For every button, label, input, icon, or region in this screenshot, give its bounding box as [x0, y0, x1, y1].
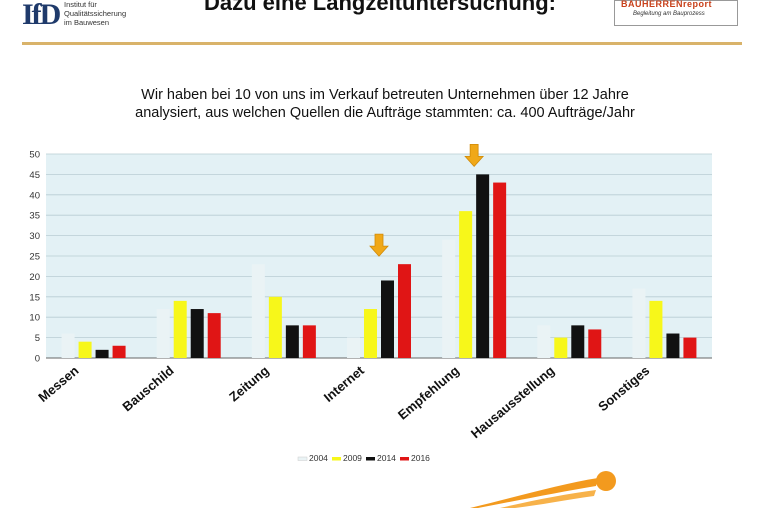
bar: [537, 325, 551, 358]
bar: [268, 296, 282, 358]
bar: [571, 325, 585, 358]
y-tick-label: 35: [29, 211, 40, 222]
y-tick-label: 0: [35, 354, 40, 365]
bar: [302, 325, 316, 358]
bar: [683, 337, 697, 358]
institute-logo: IfD Institut für Qualitätssicherung im B…: [22, 0, 142, 36]
legend-label: 2009: [343, 453, 362, 463]
legend-swatch: [366, 457, 375, 461]
chart-subtitle: Wir haben bei 10 von uns im Verkauf betr…: [135, 87, 635, 121]
legend-swatch: [400, 457, 409, 461]
y-tick-label: 50: [29, 150, 40, 161]
x-tick-label: Bauschild: [119, 363, 176, 414]
bar: [632, 288, 646, 358]
y-tick-label: 10: [29, 313, 40, 324]
legend-swatch: [297, 456, 308, 461]
legend-swatch: [332, 457, 341, 461]
page-title: Dazu eine Langzeituntersuchung:: [203, 0, 557, 15]
bar: [285, 325, 299, 358]
swoosh-stroke: [500, 490, 596, 508]
down-arrow-icon: [369, 233, 389, 257]
bar: [190, 309, 204, 358]
y-tick-label: 40: [29, 190, 40, 201]
logo-mark: IfD: [22, 0, 61, 31]
bar: [459, 211, 473, 358]
bar: [649, 300, 663, 358]
legend-label: 2014: [377, 453, 396, 463]
bar: [588, 329, 602, 358]
bar: [173, 300, 187, 358]
bar: [61, 333, 75, 358]
bar: [207, 313, 221, 358]
x-tick-label: Messen: [35, 363, 81, 405]
x-tick-label: Zeitung: [226, 363, 272, 405]
bar: [666, 333, 680, 358]
swoosh-logo: [470, 471, 616, 508]
y-tick-label: 25: [29, 252, 40, 263]
y-tick-label: 5: [35, 333, 40, 344]
swoosh-dot: [596, 471, 616, 491]
y-tick-label: 45: [29, 170, 40, 181]
y-tick-label: 30: [29, 231, 40, 242]
report-logo: BAUHERRENreport Begleitung am Bauprozess: [614, 0, 738, 26]
bar: [476, 174, 490, 358]
bar: [364, 309, 377, 358]
legend-label: 2016: [411, 453, 430, 463]
bar: [493, 182, 507, 358]
x-tick-label: Hausausstellung: [468, 363, 557, 441]
bar: [554, 337, 568, 358]
y-tick-label: 20: [29, 272, 40, 283]
down-arrow-icon: [464, 143, 485, 167]
x-tick-label: Internet: [321, 362, 368, 405]
bar: [112, 345, 126, 358]
bar: [398, 264, 411, 358]
legend-label: 2004: [309, 453, 328, 463]
x-tick-label: Empfehlung: [395, 363, 462, 423]
bar: [442, 239, 456, 358]
report-logo-sub: Begleitung am Bauprozess: [633, 11, 705, 17]
swoosh-stroke: [470, 478, 598, 508]
bar: [156, 309, 170, 358]
y-tick-label: 15: [29, 292, 40, 303]
bar: [251, 264, 265, 358]
bar: [78, 341, 92, 358]
header-divider: [22, 42, 742, 45]
bar: [381, 280, 394, 358]
bar: [95, 349, 109, 358]
x-tick-label: Sonstiges: [595, 363, 652, 414]
report-logo-main: BAUHERRENreport: [621, 0, 713, 9]
bar: [347, 337, 360, 358]
logo-text: Institut für Qualitätssicherung im Bauwe…: [64, 0, 127, 27]
